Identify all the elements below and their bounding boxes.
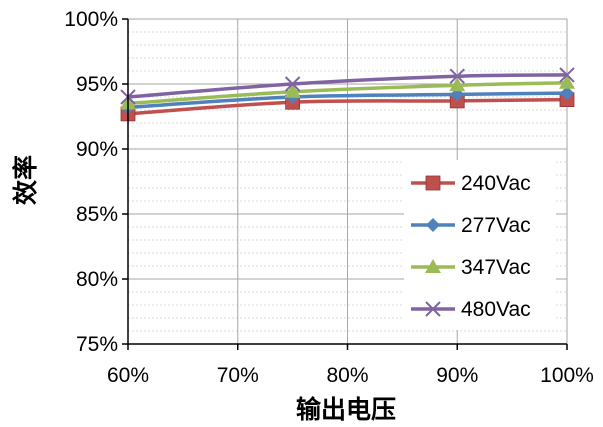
data-point-480Vac: [559, 67, 575, 83]
legend-item-277Vac: 277Vac: [411, 214, 531, 237]
legend-label: 480Vac: [461, 298, 531, 321]
data-point-347Vac: [559, 74, 575, 89]
legend-item-240Vac: 240Vac: [411, 172, 531, 195]
x-tick-label: 100%: [540, 364, 594, 387]
y-tick-label: 85%: [76, 203, 118, 226]
y-tick-label: 75%: [76, 333, 118, 356]
y-tick-label: 100%: [64, 8, 118, 31]
tick-labels: 75% 80% 85% 90% 95% 100% 60% 70% 80% 90% 100%: [64, 8, 594, 387]
data-point-347Vac: [284, 83, 301, 98]
x-tick-label: 70%: [217, 364, 259, 387]
axes: [122, 18, 568, 350]
data-point-480Vac-stroke: [284, 76, 301, 92]
data-point-347Vac: [449, 77, 466, 92]
legend-marker: [425, 301, 441, 317]
legend-label: 240Vac: [461, 172, 531, 195]
data-point-480Vac: [449, 68, 465, 84]
y-tick-label: 90%: [76, 138, 118, 161]
x-axis-title: 输出电压: [296, 395, 396, 424]
data-point-480Vac-stroke: [559, 67, 575, 83]
x-tick-label: 90%: [436, 364, 478, 387]
legend-label: 277Vac: [461, 214, 531, 237]
legend-marker: [425, 259, 441, 273]
series-347Vac: [120, 74, 575, 110]
y-tick-label: 95%: [76, 73, 118, 96]
data-point-277Vac: [560, 86, 574, 101]
data-point-480Vac-stroke: [449, 68, 465, 84]
x-tick-label: 80%: [326, 364, 368, 387]
series-line-347Vac: [127, 80, 568, 106]
y-axis-title: 效率: [11, 155, 40, 205]
legend-label: 347Vac: [461, 256, 531, 279]
y-tick-label: 80%: [76, 268, 118, 291]
legend-item-347Vac: 347Vac: [411, 256, 531, 279]
legend: 240Vac 277Vac 347Vac 480Vac: [404, 160, 556, 330]
series-480Vac: [120, 67, 575, 105]
legend-item-480Vac: 480Vac: [411, 298, 531, 321]
legend-marker-stroke: [425, 301, 441, 317]
series-line-277Vac: [127, 91, 568, 110]
legend-marker: [426, 218, 440, 232]
x-tick-label: 60%: [107, 364, 149, 387]
series-line-240Vac: [127, 97, 568, 116]
legend-marker: [425, 175, 441, 191]
series-line-480Vac: [127, 73, 568, 99]
data-point-480Vac: [284, 76, 301, 92]
series-layer: [120, 67, 575, 122]
